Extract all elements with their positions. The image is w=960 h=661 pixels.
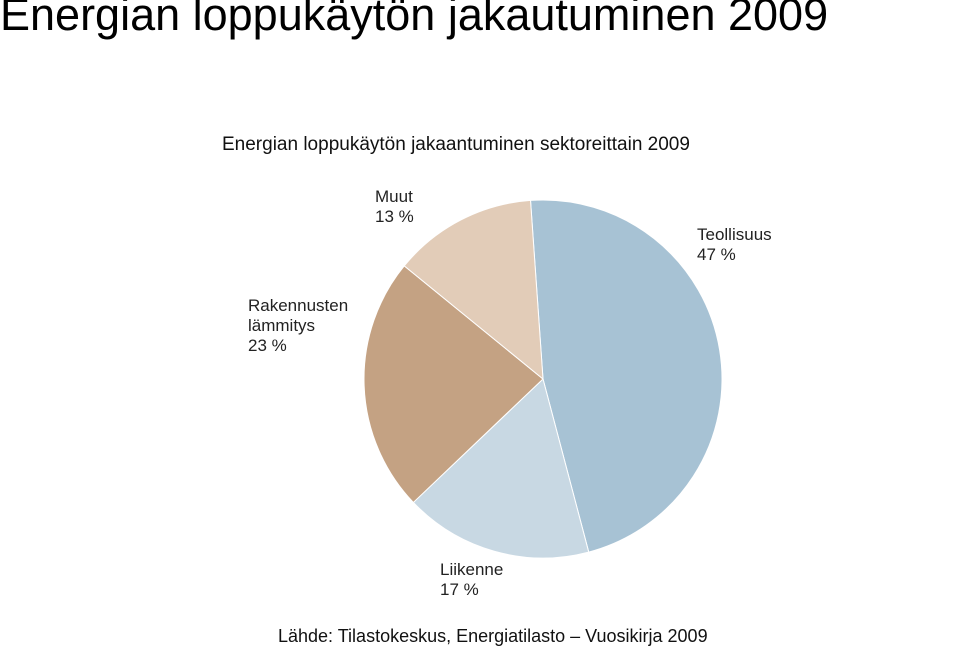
value-label: 17 % [440,580,479,599]
pie-slice [412,378,590,559]
slice-label: Liikenne 17 % [440,560,560,600]
source-note: Lähde: Tilastokeskus, Energiatilasto – V… [278,626,708,646]
slice-label: Teollisuus 47 % [697,225,827,265]
category-label: Liikenne [440,560,504,579]
slice-label: Rakennusten lämmitys 23 % [248,296,378,356]
category-label: Teollisuus [697,225,772,244]
category-label: Muut [375,187,413,206]
pie-slice [403,199,544,381]
value-label: 13 % [375,207,414,226]
chart-title: Energian loppukäytön jakaantuminen sekto… [222,134,690,155]
value-label: 23 % [248,336,287,355]
slide-heading: Energian loppukäytön jakautuminen 2009 [0,0,829,40]
slice-label: Muut 13 % [375,187,465,227]
value-label: 47 % [697,245,736,264]
pie-slice [529,199,723,553]
category-label: Rakennusten lämmitys [248,296,349,335]
pie-slice [363,265,544,504]
